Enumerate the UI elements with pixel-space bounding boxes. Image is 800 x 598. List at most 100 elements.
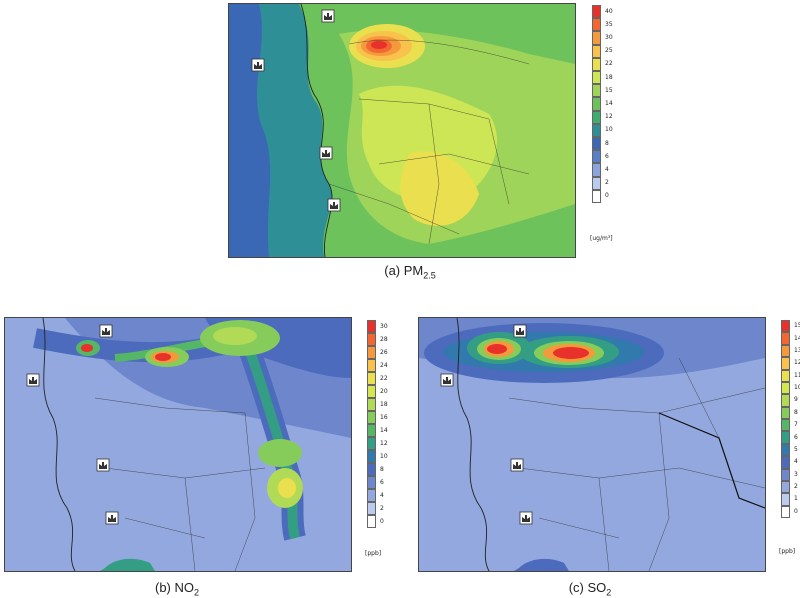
colorbar-tick-label: 40 <box>605 7 613 15</box>
colorbar-tick-label: 26 <box>380 348 388 356</box>
colorbar-tick-label: 13 <box>794 346 800 354</box>
colorbar-tick-label: 0 <box>380 517 384 525</box>
colorbar-swatch <box>367 398 376 411</box>
unit-label-pm25: [ug/m³] <box>590 235 613 242</box>
colorbar-swatch <box>781 419 790 432</box>
colorbar-swatch <box>592 137 601 151</box>
map-so2 <box>418 317 766 572</box>
colorbar-tick-label: 10 <box>380 452 388 460</box>
colorbar-swatch <box>592 110 601 124</box>
colorbar-swatch <box>367 502 376 515</box>
colorbar-swatch <box>367 372 376 385</box>
colorbar-tick-label: 24 <box>380 361 388 369</box>
factory-icon <box>327 198 341 212</box>
colorbar-tick-label: 1 <box>794 495 798 503</box>
colorbar-no2: 30 28 26 24 22 20 18 16 14 12 10 8 6 4 2 0 <box>367 320 395 528</box>
colorbar-swatch <box>367 489 376 502</box>
colorbar-swatch <box>781 332 790 345</box>
colorbar-tick-label: 25 <box>605 47 613 55</box>
colorbar-tick-label: 4 <box>794 458 798 466</box>
colorbar-swatch <box>781 468 790 481</box>
colorbar-tick-label: 9 <box>794 396 798 404</box>
colorbar-tick-label: 0 <box>794 507 798 515</box>
colorbar-tick-label: 6 <box>380 478 384 486</box>
colorbar-swatch <box>592 97 601 111</box>
colorbar-tick-label: 8 <box>794 408 798 416</box>
caption-no2: (b) NO2 <box>154 580 199 598</box>
colorbar-swatch <box>781 493 790 506</box>
colorbar-tick-label: 30 <box>605 34 613 41</box>
colorbar-tick-label: 12 <box>380 439 388 447</box>
colorbar-tick-label: 4 <box>380 491 384 499</box>
map-so2-field <box>419 318 765 571</box>
colorbar-tick-label: 12 <box>794 359 800 367</box>
colorbar-tick-label: 20 <box>380 387 388 395</box>
colorbar-tick-label: 2 <box>605 179 609 187</box>
colorbar-swatch <box>367 424 376 437</box>
colorbar-swatch <box>781 505 790 518</box>
factory-icon <box>510 458 524 472</box>
factory-icon <box>105 511 119 525</box>
factory-icon <box>251 58 265 72</box>
colorbar-swatch <box>592 44 601 58</box>
map-no2-field <box>5 318 351 571</box>
colorbar-tick-label: 18 <box>605 73 613 81</box>
colorbar-swatch <box>592 31 601 45</box>
factory-icon <box>519 511 533 525</box>
colorbar-swatch <box>781 394 790 407</box>
colorbar-tick-label: 22 <box>605 60 613 68</box>
colorbar-swatch <box>781 344 790 358</box>
colorbar-swatch <box>592 150 601 164</box>
colorbar-swatch <box>781 320 790 333</box>
colorbar-tick-label: 28 <box>380 335 388 343</box>
colorbar-tick-label: 2 <box>794 483 798 491</box>
colorbar-tick-label: 3 <box>794 470 798 478</box>
factory-icon <box>440 373 454 387</box>
colorbar-swatch <box>367 320 376 333</box>
colorbar-swatch <box>367 333 376 346</box>
colorbar-tick-label: 16 <box>380 413 388 421</box>
colorbar-tick-label: 15 <box>605 86 613 94</box>
unit-label-no2: [ppb] <box>365 550 382 557</box>
colorbar-so2: 15 14 13 12 11 10 9 8 7 6 5 4 3 2 1 0 <box>781 320 800 518</box>
colorbar-tick-label: 22 <box>380 374 388 382</box>
colorbar-swatch <box>781 381 790 395</box>
colorbar-swatch <box>781 406 790 419</box>
colorbar-swatch <box>781 431 790 444</box>
colorbar-tick-label: 15 <box>794 322 800 330</box>
caption-pm25: (a) PM2.5 <box>384 263 436 281</box>
colorbar-pm25: 40 35 30 25 22 18 15 14 12 10 8 6 4 2 0 <box>592 5 620 203</box>
colorbar-tick-label: 6 <box>605 152 609 160</box>
map-pm25-field <box>229 4 575 257</box>
colorbar-swatch <box>592 123 601 137</box>
colorbar-tick-label: 18 <box>380 400 388 408</box>
colorbar-swatch <box>592 5 601 19</box>
colorbar-tick-label: 10 <box>605 126 613 134</box>
colorbar-swatch <box>367 476 376 489</box>
colorbar-swatch <box>367 359 376 372</box>
colorbar-swatch <box>367 411 376 424</box>
colorbar-swatch <box>592 57 601 71</box>
unit-label-so2: [ppb] <box>779 548 796 555</box>
colorbar-swatch <box>367 385 376 398</box>
colorbar-swatch <box>781 443 790 457</box>
colorbar-tick-label: 14 <box>794 334 800 342</box>
factory-icon <box>321 9 335 23</box>
colorbar-tick-label: 4 <box>605 166 609 173</box>
factory-icon <box>96 458 110 472</box>
colorbar-tick-label: 5 <box>794 445 798 453</box>
colorbar-tick-label: 14 <box>380 426 388 434</box>
colorbar-swatch <box>781 369 790 382</box>
colorbar-swatch <box>592 176 601 190</box>
caption-so2: (c) SO2 <box>568 580 612 598</box>
colorbar-tick-label: 8 <box>605 139 609 147</box>
colorbar-tick-label: 11 <box>794 371 800 379</box>
colorbar-swatch <box>367 437 376 450</box>
factory-icon <box>319 146 333 160</box>
colorbar-tick-label: 7 <box>794 421 798 429</box>
colorbar-tick-label: 0 <box>605 192 609 200</box>
map-no2 <box>4 317 352 572</box>
factory-icon <box>513 324 527 338</box>
colorbar-swatch <box>592 189 601 203</box>
colorbar-tick-label: 12 <box>605 113 613 121</box>
